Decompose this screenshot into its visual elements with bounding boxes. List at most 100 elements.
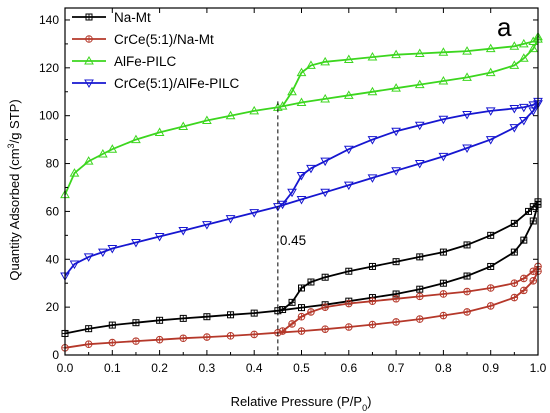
x-tick-label: 0.6 <box>340 361 357 375</box>
legend-label: Na-Mt <box>114 10 151 25</box>
series-3-desorption-point <box>462 110 472 120</box>
series-0-adsorption-point <box>156 316 164 324</box>
series-0-adsorption-point <box>529 217 537 225</box>
series-2-adsorption-point <box>343 90 354 99</box>
series-3-desorption-point <box>367 136 378 145</box>
series-2-desorption-point <box>528 36 539 46</box>
panel-label: a <box>497 12 512 42</box>
series-0-desorption-point <box>416 253 424 261</box>
series-1-adsorption-point <box>179 334 188 343</box>
series-2-desorption-point <box>343 54 354 63</box>
x-tick-label: 0.8 <box>435 361 452 375</box>
series-0-adsorption-point <box>463 272 471 280</box>
series-3-adsorption-point <box>178 227 189 236</box>
y-tick-label: 40 <box>46 252 60 266</box>
series-0-adsorption-point <box>250 309 258 317</box>
series-2-adsorption-line <box>64 38 539 196</box>
legend-label: CrCe(5:1)/Na-Mt <box>114 32 214 47</box>
series-1-desorption-line <box>282 265 539 332</box>
series-2-adsorption-point <box>462 72 472 81</box>
series-0-adsorption-point <box>439 279 447 287</box>
series-3-desorption-point <box>509 105 520 114</box>
series-0-desorption-line <box>282 201 539 311</box>
series-3-desorption-point <box>414 121 425 131</box>
series-2-adsorption-point <box>528 43 539 53</box>
series-1-adsorption-point <box>203 333 211 341</box>
series-1-desorption-point <box>463 287 471 296</box>
series-0-desorption-point <box>321 273 329 281</box>
series-0-desorption-point <box>279 306 287 314</box>
series-1-desorption-point <box>307 308 315 316</box>
series-2-adsorption-point <box>83 156 94 165</box>
x-tick-label: 0.4 <box>246 361 263 375</box>
series-3-adsorption-point <box>320 188 331 198</box>
legend-entry-2: AlFe-PILC <box>72 54 177 69</box>
series-1-adsorption-point <box>439 311 448 320</box>
series-3-adsorption-point <box>296 195 307 205</box>
series-0-desorption-point <box>463 241 471 249</box>
x-tick-label: 0.7 <box>388 361 405 375</box>
series-3-adsorption-point <box>343 181 354 191</box>
series-0-adsorption-point <box>108 321 116 329</box>
legend-entry-3: CrCe(5:1)/AlFe-PILC <box>72 76 240 91</box>
series-0-adsorption-point <box>203 313 211 321</box>
series-3-adsorption-point <box>518 116 529 126</box>
series-1-desorption-point <box>345 299 353 308</box>
series-1-desorption-point <box>392 294 400 303</box>
series-3-adsorption-point <box>154 233 165 242</box>
series-2-adsorption-point <box>414 79 425 89</box>
series-2-desorption-point <box>414 48 425 57</box>
series-1-desorption-point <box>368 297 377 305</box>
legend-label: CrCe(5:1)/AlFe-PILC <box>114 76 240 91</box>
series-0-desorption-point <box>525 207 533 215</box>
series-0-desorption-point <box>439 248 447 256</box>
series-2-adsorption-point <box>202 115 212 124</box>
x-tick-label: 0.5 <box>293 361 310 375</box>
legend-entry-1: CrCe(5:1)/Na-Mt <box>72 32 214 47</box>
series-3-adsorption-point <box>131 239 141 248</box>
series-1-adsorption-point <box>155 335 164 344</box>
series-3-adsorption-point <box>202 221 212 230</box>
series-1-desorption-point <box>278 327 287 335</box>
series-2-adsorption-point <box>518 53 529 62</box>
series-2-desorption-point <box>509 41 520 50</box>
series-2-desorption-point <box>367 52 378 61</box>
legend-swatch-marker <box>85 13 93 21</box>
series-1-adsorption-point <box>415 315 424 323</box>
series-3-desorption-point <box>296 172 307 181</box>
series-2-adsorption-point <box>485 67 496 77</box>
series-3-desorption-point <box>343 145 354 155</box>
series-2-adsorption-point <box>249 105 260 115</box>
series-2-adsorption-point <box>178 121 189 130</box>
series-0-adsorption-point <box>510 248 518 256</box>
x-tick-label: 0.2 <box>151 361 168 375</box>
series-1-desorption-point <box>288 320 296 328</box>
series-2-adsorption-point <box>509 60 520 69</box>
series-1-desorption-point <box>297 312 306 321</box>
series-1-desorption-point <box>321 303 329 311</box>
series-2-adsorption-point <box>391 83 401 92</box>
series-3-adsorption-point <box>438 152 449 162</box>
series-3-adsorption-point <box>528 107 539 116</box>
series-1-adsorption-point <box>297 327 306 335</box>
x-tick-label: 0.9 <box>482 361 499 375</box>
series-3-desorption-point <box>320 157 331 167</box>
series-2-adsorption-point <box>367 86 378 96</box>
series-2-adsorption-point <box>154 127 165 136</box>
series-3-adsorption-point <box>485 136 496 145</box>
legend-entry-0: Na-Mt <box>72 10 151 25</box>
series-1-desorption-point <box>486 284 495 292</box>
y-axis-title: Quantity Adsorbed (cm3/g STP) <box>6 99 22 280</box>
series-3-adsorption-point <box>414 160 425 169</box>
series-1-desorption-point <box>529 267 538 276</box>
series-0-adsorption-point <box>298 304 305 312</box>
legend-label: AlFe-PILC <box>114 54 177 69</box>
series-0-desorption-point <box>345 267 353 275</box>
series-1-adsorption-point <box>529 277 538 285</box>
y-tick-label: 80 <box>46 157 60 171</box>
x-tick-label: 0.3 <box>199 361 216 375</box>
y-tick-label: 20 <box>46 300 60 314</box>
legend-swatch-marker <box>84 55 94 65</box>
series-3-adsorption-point <box>97 248 108 258</box>
series-0-adsorption-point <box>416 285 424 293</box>
